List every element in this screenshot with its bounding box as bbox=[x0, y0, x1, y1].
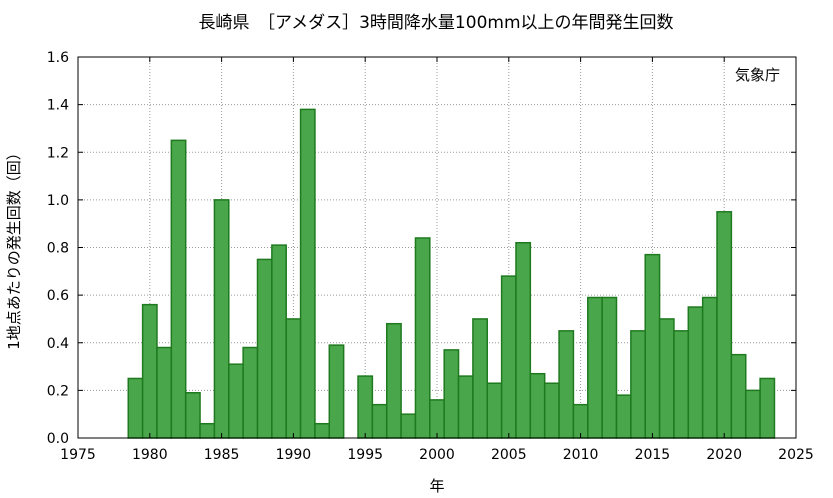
bar-1989 bbox=[271, 244, 287, 439]
bar-1984 bbox=[199, 422, 216, 439]
grid bbox=[78, 57, 796, 438]
bar-1983 bbox=[184, 392, 201, 439]
chart-title: 長崎県 ［アメダス］3時間降水量100mm以上の年間発生回数 bbox=[198, 13, 673, 33]
bar-1992 bbox=[314, 422, 331, 439]
bar-1998 bbox=[400, 413, 417, 439]
bar-1993 bbox=[328, 344, 345, 439]
y-tick-label: 0.8 bbox=[47, 241, 69, 257]
bar-2013 bbox=[615, 394, 632, 439]
x-tick-label: 2010 bbox=[563, 447, 599, 463]
bar-1979 bbox=[127, 377, 144, 439]
x-tick-label: 2020 bbox=[706, 447, 742, 463]
x-tick-label: 2015 bbox=[635, 447, 671, 463]
bar-2002 bbox=[457, 375, 474, 439]
bar-2019 bbox=[701, 296, 718, 439]
bar-2005 bbox=[500, 275, 517, 439]
bar-2023 bbox=[759, 377, 776, 439]
bar-2009 bbox=[558, 330, 575, 439]
bar-2015 bbox=[644, 253, 661, 439]
bar-2010 bbox=[572, 403, 589, 439]
y-tick-label: 1.2 bbox=[47, 145, 69, 161]
bar-1982 bbox=[170, 139, 187, 439]
y-tick-label: 0.6 bbox=[47, 288, 69, 304]
bar-1999 bbox=[414, 237, 431, 439]
x-tick-label: 1995 bbox=[347, 447, 383, 463]
bar-2004 bbox=[486, 382, 503, 439]
bar-2021 bbox=[730, 353, 747, 439]
bar-1987 bbox=[242, 346, 259, 439]
y-tick-label: 0.0 bbox=[47, 431, 69, 447]
y-axis-label: 1地点あたりの発生回数（回） bbox=[5, 145, 23, 350]
x-tick-label: 1980 bbox=[132, 447, 168, 463]
x-axis-label: 年 bbox=[429, 477, 444, 495]
bar-2007 bbox=[529, 372, 546, 439]
bar-2016 bbox=[658, 318, 675, 439]
y-tick-label: 1.0 bbox=[47, 193, 69, 209]
bar-2022 bbox=[744, 389, 761, 439]
bar-1981 bbox=[156, 346, 173, 439]
bar-1997 bbox=[385, 322, 402, 439]
bar-1990 bbox=[285, 318, 302, 439]
bar-1980 bbox=[141, 303, 158, 439]
x-tick-label: 1985 bbox=[204, 447, 240, 463]
y-tick-label: 1.4 bbox=[47, 98, 69, 114]
bar-2003 bbox=[472, 318, 489, 439]
bar-2020 bbox=[716, 211, 733, 439]
bar-1995 bbox=[357, 375, 374, 439]
bar-2011 bbox=[587, 296, 603, 439]
bar-2017 bbox=[673, 330, 690, 439]
y-tick-label: 0.4 bbox=[47, 336, 69, 352]
bar-1988 bbox=[256, 258, 273, 439]
bar-1991 bbox=[299, 108, 316, 439]
bar-1996 bbox=[371, 403, 388, 439]
bar-2000 bbox=[429, 399, 445, 439]
y-tick-label: 0.2 bbox=[47, 383, 69, 399]
x-tick-label: 1975 bbox=[60, 447, 96, 463]
bar-2018 bbox=[687, 306, 704, 439]
bars bbox=[127, 108, 776, 439]
x-tick-label: 1990 bbox=[276, 447, 312, 463]
bar-2006 bbox=[515, 241, 532, 439]
ticks: 0.0 0.2 0.4 0.6 0.8 1.0 1.2 1.4 1.6 1975 1980 1985 1… bbox=[47, 50, 814, 463]
source-note: 気象庁 bbox=[735, 66, 780, 84]
x-tick-label: 2025 bbox=[778, 447, 814, 463]
bar-2001 bbox=[443, 349, 460, 439]
bar-2012 bbox=[601, 296, 618, 439]
y-tick-label: 1.6 bbox=[47, 50, 69, 66]
bar-1985 bbox=[213, 199, 230, 439]
x-tick-label: 2000 bbox=[419, 447, 455, 463]
bar-2008 bbox=[543, 382, 560, 439]
bar-2014 bbox=[630, 330, 646, 439]
bar-1986 bbox=[228, 363, 244, 439]
x-tick-label: 2005 bbox=[491, 447, 527, 463]
